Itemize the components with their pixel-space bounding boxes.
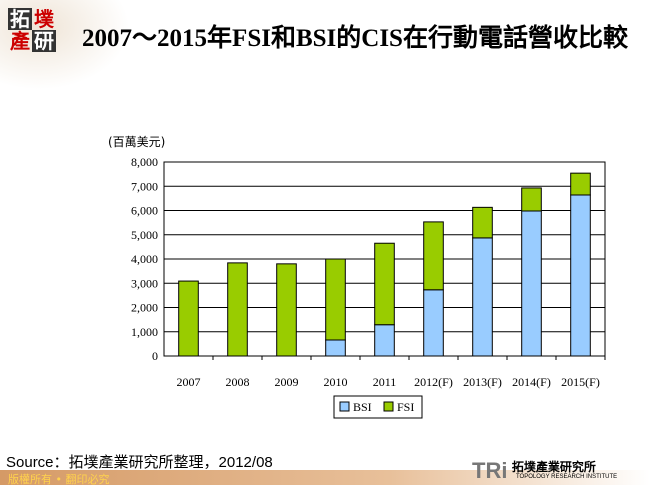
bar-fsi xyxy=(325,258,346,341)
x-tick-label: 2015(F) xyxy=(561,375,600,389)
x-tick-label: 2010 xyxy=(324,375,348,389)
brand-short: TRi xyxy=(472,458,508,483)
bar-bsi xyxy=(472,237,493,357)
legend-label-fsi: FSI xyxy=(397,400,414,414)
unit-label: (百萬美元) xyxy=(108,135,165,149)
bar-fsi xyxy=(374,242,395,326)
bar-fsi xyxy=(423,221,444,291)
source-note: Source：拓墣產業研究所整理，2012/08 xyxy=(6,454,273,471)
y-tick-label: 2,000 xyxy=(131,301,158,315)
y-tick-label: 6,000 xyxy=(131,204,158,218)
y-tick-label: 1,000 xyxy=(131,325,158,339)
y-tick-label: 3,000 xyxy=(131,276,158,290)
bar-bsi xyxy=(374,324,395,357)
brand-en: TOPOLOGY RESEARCH INSTITUTE xyxy=(516,474,618,480)
x-tick-label: 2013(F) xyxy=(463,375,502,389)
y-tick-label: 7,000 xyxy=(131,179,158,193)
x-tick-label: 2007 xyxy=(177,375,201,389)
legend-swatch-fsi xyxy=(383,401,394,412)
bar-fsi xyxy=(227,262,248,357)
y-tick-label: 0 xyxy=(152,349,158,363)
x-tick-label: 2008 xyxy=(226,375,250,389)
bar-fsi xyxy=(276,263,297,357)
brand-name: 拓墣產業研究所 xyxy=(511,460,596,474)
footer-bar: 版權所有 • 翻印必究 xyxy=(0,470,650,486)
bar-bsi xyxy=(521,210,542,357)
copyright: 版權所有 • 翻印必究 xyxy=(8,473,110,486)
x-tick-label: 2014(F) xyxy=(512,375,551,389)
y-tick-label: 5,000 xyxy=(131,228,158,242)
legend-swatch-bsi xyxy=(339,401,350,412)
bar-bsi xyxy=(325,339,346,357)
x-tick-label: 2012(F) xyxy=(414,375,453,389)
x-tick-label: 2011 xyxy=(373,375,397,389)
x-tick-label: 2009 xyxy=(275,375,299,389)
page-title: 2007～2015年FSI和BSI的CIS在行動電話營收比較 xyxy=(82,25,628,52)
bar-bsi xyxy=(423,289,444,357)
brand-logo: TRi 拓墣產業研究所 TOPOLOGY RESEARCH INSTITUTE xyxy=(472,458,618,483)
legend xyxy=(333,395,423,419)
y-tick-label: 8,000 xyxy=(131,155,158,169)
bar-fsi xyxy=(521,187,542,212)
logo: 拓墣產研 xyxy=(8,7,56,53)
legend-label-bsi: BSI xyxy=(353,400,372,414)
bar-bsi xyxy=(570,194,591,357)
bar-fsi xyxy=(570,172,591,196)
bar-fsi xyxy=(472,206,493,239)
bar-fsi xyxy=(178,280,199,357)
y-tick-label: 4,000 xyxy=(131,252,158,266)
